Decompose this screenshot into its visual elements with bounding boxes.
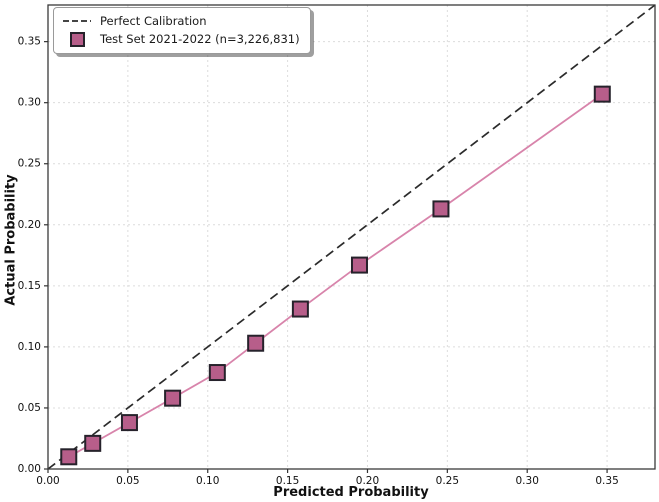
data-point-marker bbox=[350, 256, 368, 274]
x-tick-label: 0.20 bbox=[356, 475, 379, 487]
x-tick-label: 0.00 bbox=[36, 475, 59, 487]
legend-item-test-set: Test Set 2021-2022 (n=3,226,831) bbox=[62, 30, 300, 48]
data-point-marker bbox=[60, 448, 78, 466]
data-point-marker bbox=[432, 200, 450, 218]
x-tick-label: 0.30 bbox=[516, 475, 539, 487]
dashed-line-sample-svg bbox=[63, 20, 91, 22]
x-tick-label: 0.15 bbox=[276, 475, 299, 487]
y-tick-label: 0.20 bbox=[18, 219, 41, 231]
legend-label-perfect-calibration: Perfect Calibration bbox=[100, 14, 207, 28]
data-point-marker bbox=[84, 434, 102, 452]
data-point-marker bbox=[208, 364, 226, 382]
y-tick-label: 0.35 bbox=[18, 36, 41, 48]
y-tick-label: 0.05 bbox=[18, 402, 41, 414]
data-point-marker bbox=[164, 389, 182, 407]
data-point-marker bbox=[291, 300, 309, 318]
y-axis-label: Actual Probability bbox=[3, 174, 19, 306]
x-tick-label: 0.05 bbox=[116, 475, 139, 487]
legend-label-test-set: Test Set 2021-2022 (n=3,226,831) bbox=[100, 32, 300, 46]
y-tick-label: 0.15 bbox=[18, 280, 41, 292]
dashed-line-sample bbox=[62, 16, 92, 26]
y-tick-label: 0.30 bbox=[18, 97, 41, 109]
legend: Perfect Calibration Test Set 2021-2022 (… bbox=[53, 7, 311, 54]
y-tick-label: 0.00 bbox=[18, 463, 41, 475]
data-point-marker bbox=[247, 334, 265, 352]
plot-frame bbox=[47, 4, 656, 470]
x-tick-label: 0.25 bbox=[436, 475, 459, 487]
x-tick-label: 0.35 bbox=[595, 475, 618, 487]
calibration-curve-line bbox=[68, 93, 603, 458]
square-marker-sample bbox=[69, 31, 85, 47]
legend-item-perfect-calibration: Perfect Calibration bbox=[62, 12, 300, 30]
square-marker-sample-wrap bbox=[62, 31, 92, 47]
data-point-marker bbox=[593, 85, 611, 103]
y-tick-label: 0.10 bbox=[18, 341, 41, 353]
x-tick-label: 0.10 bbox=[196, 475, 219, 487]
x-axis-label: Predicted Probability bbox=[273, 485, 429, 500]
y-tick-label: 0.25 bbox=[18, 158, 41, 170]
perfect-calibration-line bbox=[47, 4, 656, 470]
data-point-marker bbox=[120, 414, 138, 432]
